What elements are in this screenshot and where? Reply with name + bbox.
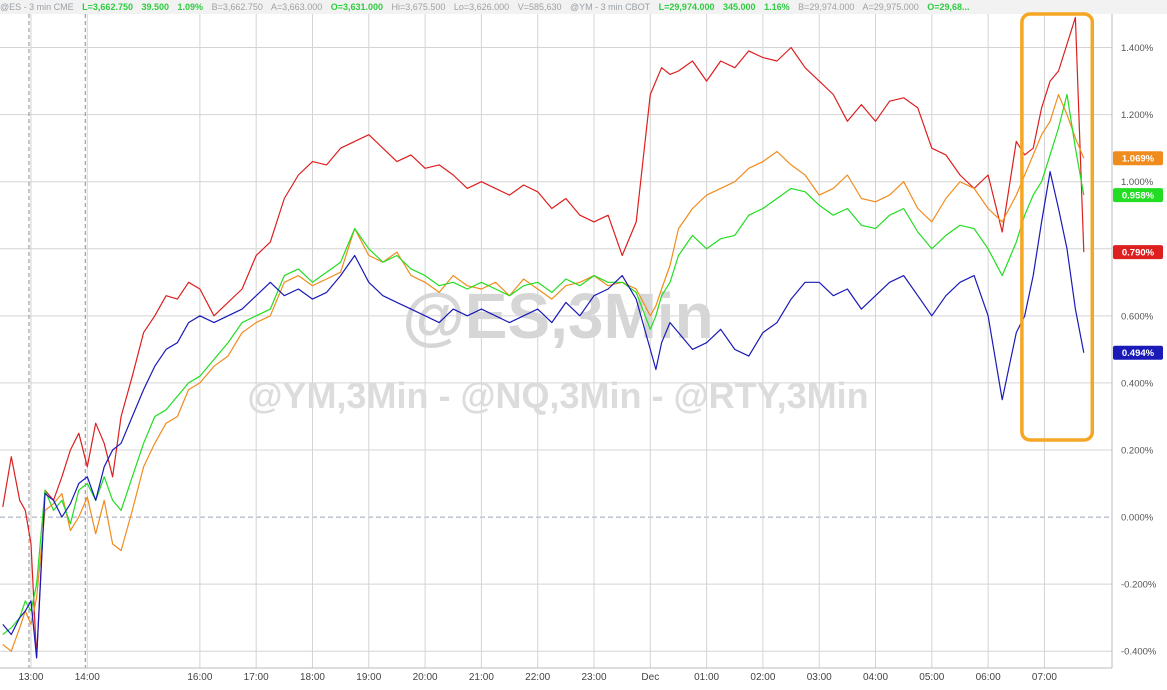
series-line-blue: [2, 171, 1085, 659]
ym-bid: B=29,974.000: [798, 2, 855, 12]
end-label-bg-orange: [1113, 151, 1163, 166]
end-labels: 0.790% 1.069% 0.958% 0.494%: [1113, 151, 1163, 360]
y-tick-label: 0.200%: [1121, 446, 1154, 457]
x-axis: 13:00 14:00 16:00 17:00 18:00 19:00 20:00 21:00…: [18, 672, 1057, 683]
y-tick-label: 0.000%: [1121, 513, 1154, 524]
y-tick-label: 0.600%: [1121, 311, 1154, 322]
es-low: Lo=3,626.000: [453, 2, 510, 12]
ym-pct: 1.16%: [764, 2, 790, 12]
es-change: 39.500: [141, 2, 170, 12]
es-high: Hi=3,675.500: [391, 2, 446, 12]
x-tick-label: 04:00: [863, 672, 888, 683]
y-tick-label: -0.400%: [1121, 647, 1157, 658]
x-tick-label: 23:00: [581, 672, 606, 683]
quote-bar: @ES - 3 min CME L=3,662.750 39.500 1.09%…: [0, 0, 1167, 14]
ym-last: L=29,974.000: [658, 2, 715, 12]
x-tick-label: 03:00: [807, 672, 832, 683]
series-line-green: [2, 93, 1085, 635]
ym-open: O=29,68...: [927, 2, 970, 12]
x-tick-label: 07:00: [1032, 672, 1057, 683]
grid: [0, 14, 1113, 669]
ym-ask: A=29,975.000: [862, 2, 919, 12]
highlight: [1020, 12, 1095, 442]
end-label-red: 0.790%: [1122, 248, 1155, 259]
es-last: L=3,662.750: [82, 2, 133, 12]
es-pct: 1.09%: [177, 2, 204, 12]
x-tick-label: Dec: [641, 672, 659, 683]
highlight-box: [1020, 12, 1095, 442]
es-symbol: @ES - 3 min CME: [0, 2, 74, 12]
y-tick-label: 1.200%: [1121, 110, 1154, 121]
y-tick-label: -0.200%: [1121, 580, 1157, 591]
series: [2, 16, 1085, 659]
end-label-bg-red: [1113, 245, 1163, 260]
series-line-orange: [2, 93, 1085, 652]
x-tick-label: 01:00: [694, 672, 719, 683]
x-tick-label: 17:00: [244, 672, 269, 683]
ym-change: 345.000: [723, 2, 756, 12]
series-line-red: [2, 16, 1085, 659]
y-tick-label: 1.400%: [1121, 43, 1154, 54]
x-tick-label: 13:00: [18, 672, 43, 683]
x-tick-label: 18:00: [300, 672, 325, 683]
x-tick-label: 06:00: [976, 672, 1001, 683]
es-volume: V=585,630: [517, 2, 562, 12]
x-tick-label: 22:00: [525, 672, 550, 683]
end-label-bg-green: [1113, 188, 1163, 203]
watermark-main: @ES,3Min: [402, 280, 713, 352]
watermark: @ES,3Min @YM,3Min - @NQ,3Min - @RTY,3Min: [247, 280, 868, 416]
x-tick-label: 14:00: [75, 672, 100, 683]
x-tick-label: 05:00: [919, 672, 944, 683]
end-label-bg-blue: [1113, 345, 1163, 360]
end-label-blue: 0.494%: [1122, 348, 1155, 359]
ym-symbol: @YM - 3 min CBOT: [570, 2, 651, 12]
es-bid: B=3,662.750: [211, 2, 263, 12]
y-tick-label: 0.400%: [1121, 378, 1154, 389]
x-tick-label: 16:00: [187, 672, 212, 683]
y-tick-label: 1.000%: [1121, 177, 1154, 188]
end-label-orange: 1.069%: [1122, 154, 1155, 165]
x-tick-label: 19:00: [356, 672, 381, 683]
watermark-sub: @YM,3Min - @NQ,3Min - @RTY,3Min: [247, 375, 868, 416]
x-tick-label: 02:00: [750, 672, 775, 683]
es-ask: A=3,663.000: [270, 2, 323, 12]
x-tick-label: 21:00: [469, 672, 494, 683]
es-open: O=3,631.000: [330, 2, 384, 12]
end-label-green: 0.958%: [1122, 191, 1155, 202]
x-tick-label: 20:00: [413, 672, 438, 683]
